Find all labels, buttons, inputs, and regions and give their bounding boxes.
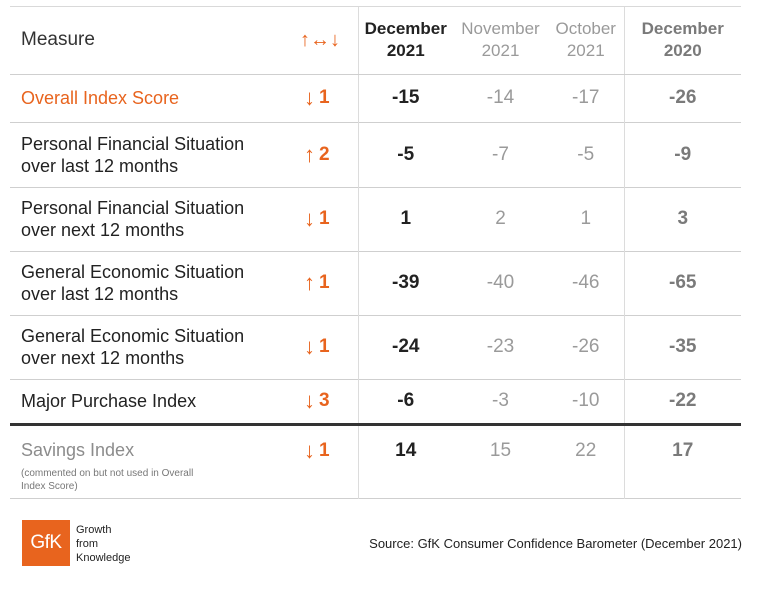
- value-dec-2021: -5: [357, 122, 453, 187]
- value-dec-2020: -9: [623, 122, 741, 187]
- value-dec-2020: -26: [623, 74, 741, 122]
- measure-header: Measure: [10, 7, 278, 75]
- change-direction-icon: ↑↔↓: [278, 7, 358, 75]
- down-arrow-icon: ↓: [304, 206, 315, 231]
- change-indicator: ↓ 1: [304, 206, 330, 231]
- down-arrow-icon: ↓: [304, 437, 315, 463]
- change-indicator: ↓ 3: [304, 388, 330, 413]
- value-dec-2020: -65: [623, 251, 741, 315]
- change-indicator: ↑ 2: [304, 141, 330, 167]
- down-arrow-icon: ↓: [304, 388, 315, 413]
- savings-note: (commented on but not used in Overall In…: [21, 467, 194, 492]
- change-indicator: ↑ 1: [304, 270, 330, 295]
- column-header-nov-2021: November 2021: [453, 7, 548, 75]
- logo-tagline: Growth from Knowledge: [76, 524, 131, 564]
- value-dec-2021: -24: [357, 315, 453, 379]
- value-nov-2021: -40: [486, 272, 515, 293]
- down-arrow-icon: ↓: [304, 334, 315, 359]
- table-row-ges-last: General Economic Situation over last 12 m…: [10, 251, 741, 315]
- value-nov-2021: -7: [492, 143, 509, 165]
- value-oct-2021: -5: [577, 143, 595, 165]
- value-dec-2020: -22: [623, 379, 741, 424]
- table-row-pfs-next: Personal Financial Situation over next 12…: [10, 187, 741, 251]
- measure-label: General Economic Situation over next 12 m…: [21, 326, 245, 368]
- column-header-oct-2021: October 2021: [548, 7, 624, 75]
- value-dec-2021: 1: [357, 187, 453, 251]
- value-oct-2021: -46: [572, 272, 600, 293]
- value-dec-2021: -6: [357, 379, 453, 424]
- measure-label: Overall Index Score: [21, 88, 180, 108]
- up-arrow-icon: ↑: [304, 270, 315, 295]
- table-row-ges-next: General Economic Situation over next 12 m…: [10, 315, 741, 379]
- value-oct-2021: -26: [572, 336, 600, 357]
- value-nov-2021: -23: [486, 336, 515, 357]
- value-dec-2020: 17: [623, 424, 741, 498]
- measure-label: Personal Financial Situation over last 12…: [21, 133, 245, 176]
- source-note: Source: GfK Consumer Confidence Baromete…: [369, 536, 742, 551]
- measure-label: Savings Index (commented on but not used…: [10, 424, 278, 498]
- table-row-pfs-last: Personal Financial Situation over last 12…: [10, 122, 741, 187]
- change-indicator: ↓ 1: [304, 334, 330, 359]
- value-dec-2021: -39: [357, 251, 453, 315]
- value-dec-2020: 3: [623, 187, 741, 251]
- value-oct-2021: 22: [575, 439, 597, 461]
- value-nov-2021: -14: [486, 87, 515, 108]
- change-indicator: ↓ 1: [304, 437, 330, 463]
- table-row-major-purchase: Major Purchase Index ↓ 3 -6 -3 -10 -22: [10, 379, 741, 424]
- value-oct-2021: -17: [572, 87, 600, 108]
- value-oct-2021: -10: [572, 390, 600, 411]
- down-arrow-icon: ↓: [304, 85, 315, 110]
- value-nov-2021: -3: [492, 390, 509, 411]
- measure-label: Personal Financial Situation over next 12…: [21, 198, 245, 240]
- change-indicator: ↓ 1: [304, 85, 330, 110]
- value-dec-2021: -15: [357, 74, 453, 122]
- value-nov-2021: 15: [489, 439, 512, 461]
- table-row-savings: Savings Index (commented on but not used…: [10, 424, 741, 498]
- value-nov-2021: 2: [495, 208, 506, 229]
- measure-label: Major Purchase Index: [21, 391, 197, 411]
- gfk-logo: GfK: [22, 520, 70, 566]
- column-header-dec-2020: December 2020: [623, 7, 741, 75]
- header-row: Measure ↑↔↓ December 2021 November 2021 …: [10, 7, 741, 75]
- value-dec-2020: -35: [623, 315, 741, 379]
- value-dec-2021: 14: [357, 424, 453, 498]
- column-header-dec-2021: December 2021: [357, 7, 453, 75]
- table-row-overall-index: Overall Index Score ↓ 1 -15 -14 -17 -26: [10, 74, 741, 122]
- consumer-confidence-table: Measure ↑↔↓ December 2021 November 2021 …: [10, 7, 741, 499]
- value-oct-2021: 1: [580, 208, 592, 229]
- top-rule: [10, 6, 741, 7]
- measure-label: General Economic Situation over last 12 m…: [21, 262, 245, 304]
- up-arrow-icon: ↑: [304, 141, 315, 167]
